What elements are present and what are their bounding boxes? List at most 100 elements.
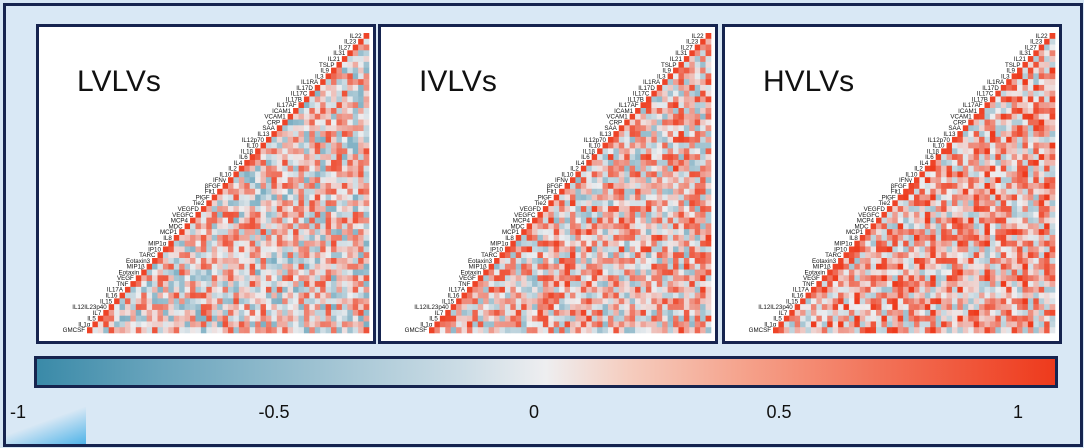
heatmap-cell [1006, 258, 1012, 265]
variable-label: IL10 [905, 171, 918, 178]
heatmap-cell [1006, 211, 1012, 218]
heatmap-cell [673, 79, 679, 86]
heatmap-cell [162, 309, 169, 316]
heatmap-cell [848, 275, 855, 282]
heatmap-cell [1022, 102, 1029, 109]
heatmap-cell [331, 73, 337, 80]
heatmap-cell [1017, 223, 1023, 230]
heatmap-cell [941, 252, 947, 259]
heatmap-cell [876, 309, 882, 316]
heatmap-cell [228, 269, 234, 276]
heatmap-cell [168, 263, 175, 270]
heatmap-cell [908, 188, 915, 195]
heatmap-cell [903, 309, 909, 316]
heatmap-cell [358, 142, 364, 149]
heatmap-cell [827, 298, 833, 305]
heatmap-cell [363, 269, 370, 276]
heatmap-cell [689, 136, 696, 143]
variable-label: IL8 [505, 235, 514, 242]
heatmap-hvlvs: GMCSFIL1αIL5IL7IL12IL23p40IL15IL16IL17AT… [749, 33, 1056, 334]
heatmap-cell [683, 194, 690, 201]
heatmap-cell [662, 188, 668, 195]
heatmap-cell [532, 298, 538, 305]
heatmap-cell [662, 281, 668, 288]
heatmap-cell [640, 119, 647, 126]
heatmap-cell [1027, 148, 1034, 155]
heatmap-cell [667, 131, 674, 138]
heatmap-cell [618, 194, 625, 201]
variable-label: IL1α [78, 321, 91, 328]
heatmap-cell [1033, 159, 1040, 166]
heatmap-cell [673, 165, 679, 172]
heatmap-cell [363, 165, 370, 172]
heatmap-cell [1006, 159, 1012, 166]
heatmap-cell [1017, 148, 1023, 155]
heatmap-cell [309, 165, 316, 172]
heatmap-cell [1044, 188, 1050, 195]
heatmap-cell [683, 298, 690, 305]
heatmap-cell [667, 321, 674, 328]
heatmap-cell [483, 315, 489, 322]
heatmap-cell [624, 165, 630, 172]
heatmap-cell [276, 188, 283, 195]
heatmap-cell [1000, 159, 1007, 166]
variable-label: IL21 [1014, 56, 1027, 63]
heatmap-cell [1033, 131, 1040, 138]
heatmap-cell [303, 171, 310, 178]
heatmap-cell [957, 327, 964, 334]
heatmap-cell [618, 240, 625, 247]
heatmap-cell [298, 206, 305, 213]
heatmap-cell [689, 217, 696, 224]
heatmap-cell [504, 292, 511, 299]
heatmap-cell [930, 188, 936, 195]
heatmap-cell [271, 309, 278, 316]
heatmap-cell [645, 286, 652, 293]
variable-label: Flt1 [205, 189, 216, 196]
heatmap-cell [553, 327, 560, 334]
heatmap-cell [265, 188, 272, 195]
heatmap-cell [957, 258, 964, 265]
heatmap-cell [320, 315, 326, 322]
heatmap-cell [146, 298, 153, 305]
heatmap-cell [667, 159, 674, 166]
heatmap-cell [1044, 165, 1050, 172]
heatmap-cell [843, 292, 850, 299]
heatmap-cell [591, 281, 598, 288]
heatmap-cell [271, 136, 278, 143]
variable-label: MDC [169, 223, 184, 230]
heatmap-cell [700, 188, 706, 195]
heatmap-cell [935, 286, 942, 293]
heatmap-cell [667, 252, 674, 259]
heatmap-cell [908, 275, 915, 282]
heatmap-cell [320, 96, 326, 103]
variable-label: Flt1 [891, 189, 902, 196]
heatmap-cell [293, 258, 299, 265]
heatmap-cell [363, 217, 370, 224]
heatmap-cell [645, 171, 652, 178]
heatmap-cell [287, 131, 294, 138]
heatmap-cell [347, 61, 354, 68]
heatmap-cell [347, 217, 354, 224]
heatmap-cell [930, 252, 936, 259]
heatmap-cell [336, 73, 343, 80]
heatmap-cell [314, 96, 321, 103]
heatmap-cell [190, 269, 196, 276]
heatmap-cell [293, 223, 299, 230]
heatmap-cell [1006, 171, 1012, 178]
heatmap-cell [667, 102, 674, 109]
heatmap-cell [979, 148, 985, 155]
heatmap-cell [477, 304, 484, 311]
heatmap-cell [1006, 217, 1012, 224]
heatmap-cell [575, 171, 582, 178]
heatmap-cell [255, 183, 261, 190]
heatmap-cell [662, 125, 668, 132]
heatmap-cell [984, 131, 991, 138]
heatmap-cell [1011, 315, 1018, 322]
heatmap-cell [624, 327, 630, 334]
heatmap-cell [1049, 113, 1056, 120]
heatmap-cell [1022, 125, 1029, 132]
heatmap-cell [640, 234, 647, 241]
heatmap-cell [951, 223, 958, 230]
heatmap-cell [591, 246, 598, 253]
heatmap-cell [979, 154, 985, 161]
